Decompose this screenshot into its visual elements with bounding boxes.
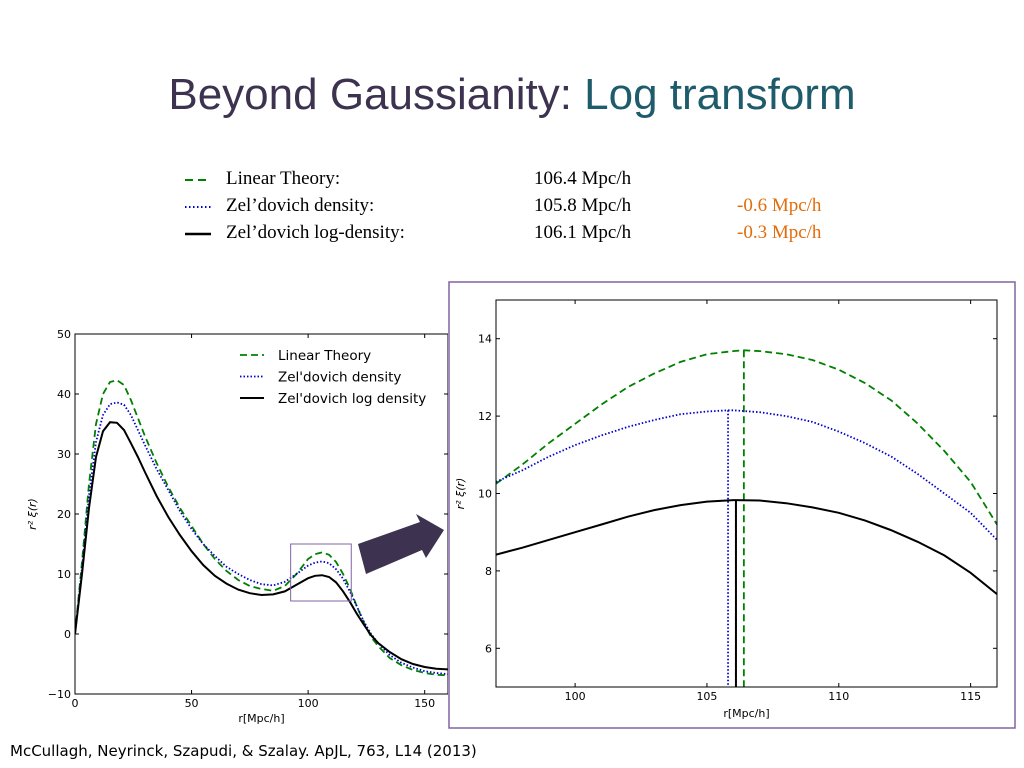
zoom-region-box <box>290 543 352 602</box>
y-tick-label: 8 <box>485 565 492 578</box>
series-line-zel-dovich-log-density <box>496 499 997 595</box>
peak-row-value: 105.8 Mpc/h <box>534 195 632 216</box>
x-tick-label: 150 <box>414 697 435 710</box>
peak-row-line-sample <box>185 179 211 181</box>
peak-row-label: Zel’dovich density: <box>226 195 375 216</box>
peak-table: Linear Theory: 106.4 Mpc/h Zel’dovich de… <box>184 168 864 249</box>
y-tick-label: 14 <box>478 333 492 346</box>
y-tick-label: 6 <box>485 642 492 655</box>
zoom-arrow <box>358 514 444 574</box>
title-main: Beyond Gaussianity: <box>168 70 572 119</box>
title-accent: Log transform <box>584 70 856 119</box>
x-tick-label: 110 <box>828 690 849 703</box>
y-tick-label: 10 <box>57 568 71 581</box>
peak-row-line-sample <box>185 232 211 236</box>
citation: McCullagh, Neyrinck, Szapudi, & Szalay. … <box>10 742 477 760</box>
legend-label-linear-theory: Linear Theory <box>278 348 371 364</box>
y-tick-label: 20 <box>57 508 71 521</box>
y-axis-label: r² ξ(r) <box>454 478 467 510</box>
y-tick-label: 10 <box>478 488 492 501</box>
legend-label-zel-dovich-log-density: Zel'dovich log density <box>278 391 426 407</box>
x-tick-label: 105 <box>696 690 717 703</box>
x-axis-label: r[Mpc/h] <box>723 707 769 720</box>
y-tick-label: 12 <box>478 410 492 423</box>
y-tick-label: 40 <box>57 388 71 401</box>
arrow-shape <box>358 514 444 574</box>
peak-row-label: Zel’dovich log-density: <box>226 222 405 243</box>
zoom-chart: 100 105 110 115 6 8 10 12 14 r² ξ(r) r[Mpc/h] <box>448 281 1016 729</box>
y-tick-label: 50 <box>57 328 71 341</box>
peak-row-linear-theory: Linear Theory: 106.4 Mpc/h <box>184 168 864 195</box>
zoom-frame <box>448 281 1016 729</box>
y-tick-label: 0 <box>64 628 71 641</box>
series-line-linear-theory <box>496 349 997 525</box>
x-axis-label: r[Mpc/h] <box>238 712 284 725</box>
series-line-zel-dovich-density <box>496 409 997 541</box>
series-line-zel-dovich-density <box>75 401 448 676</box>
plot-frame <box>495 299 998 688</box>
x-tick-label: 115 <box>960 690 981 703</box>
y-tick-label: −10 <box>48 688 71 701</box>
x-tick-label: 50 <box>185 697 199 710</box>
peak-row-zeldovich-log-density: Zel’dovich log-density: 106.1 Mpc/h -0.3… <box>184 222 864 249</box>
peak-row-value: 106.4 Mpc/h <box>534 168 632 189</box>
y-axis-label: r² ξ(r) <box>26 498 39 530</box>
series-line-linear-theory <box>75 379 448 677</box>
x-tick-label: 100 <box>565 690 586 703</box>
legend-label-zel-dovich-density: Zel'dovich density <box>278 370 401 386</box>
peak-row-label: Linear Theory: <box>226 168 341 189</box>
peak-row-diff: -0.6 Mpc/h <box>737 195 822 216</box>
peak-row-diff: -0.3 Mpc/h <box>737 222 822 243</box>
peak-row-line-sample <box>185 206 211 208</box>
peak-row-zeldovich-density: Zel’dovich density: 105.8 Mpc/h -0.6 Mpc… <box>184 195 864 222</box>
series-line-zel-dovich-log-density <box>75 421 448 671</box>
x-tick-label: 100 <box>298 697 319 710</box>
y-tick-label: 30 <box>57 448 71 461</box>
x-tick-label: 0 <box>72 697 79 710</box>
peak-row-value: 106.1 Mpc/h <box>534 222 632 243</box>
slide-title: Beyond Gaussianity: Log transform <box>0 70 1024 120</box>
